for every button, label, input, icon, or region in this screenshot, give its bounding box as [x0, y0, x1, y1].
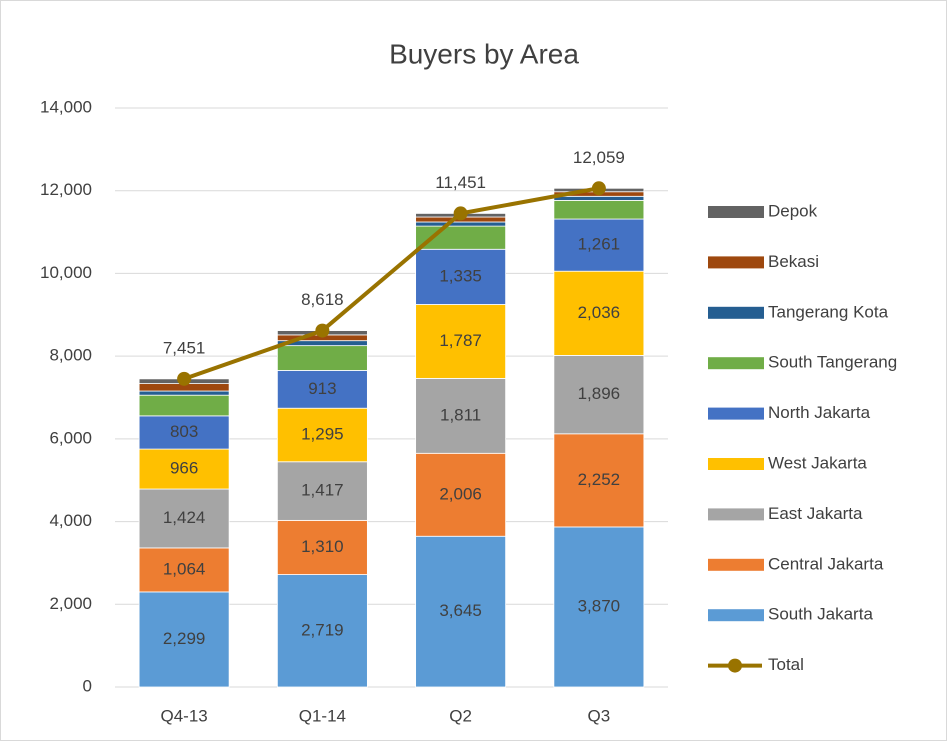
bar-segment: [415, 248, 507, 305]
y-tick-label: 2,000: [49, 594, 92, 613]
legend-swatch: [708, 256, 764, 269]
data-label: 1,295: [301, 424, 344, 443]
legend-label: North Jakarta: [768, 403, 871, 422]
legend-swatch: [708, 609, 764, 622]
legend-label: Central Jakarta: [768, 554, 884, 573]
bar-segment: [415, 377, 507, 454]
data-label: 913: [308, 379, 336, 398]
bar-segment: [138, 390, 230, 396]
chart-title: Buyers by Area: [389, 38, 579, 69]
legend-label: Tangerang Kota: [768, 302, 889, 321]
data-label: 11,451: [435, 173, 486, 192]
bar-segment: [138, 448, 230, 490]
data-label: 3,645: [439, 601, 482, 620]
legend-label: West Jakarta: [768, 453, 867, 472]
total-marker: [591, 181, 606, 196]
legend-label: Depok: [768, 201, 818, 220]
bar-segment: [276, 370, 368, 409]
legend-marker: [728, 658, 742, 673]
bar-segment: [553, 354, 645, 435]
bar-segment: [415, 452, 507, 537]
data-label: 1,310: [301, 537, 344, 556]
data-label: 1,335: [439, 266, 482, 285]
bar-segment: [553, 433, 645, 528]
bar-segment: [415, 221, 507, 227]
data-label: 2,252: [578, 470, 621, 489]
bar-segment: [415, 304, 507, 379]
bar-segment: [415, 535, 507, 688]
bar-segment: [276, 574, 368, 688]
legend-swatch: [708, 407, 764, 420]
total-line: [183, 186, 600, 381]
legend-swatch: [708, 558, 764, 571]
data-label: 2,299: [163, 629, 206, 648]
bar-segment: [553, 526, 645, 688]
data-label: 2,719: [301, 620, 344, 639]
y-tick-label: 0: [83, 676, 92, 695]
bar-segment: [138, 488, 230, 549]
data-label: 1,261: [578, 235, 621, 254]
legend-label: Bekasi: [768, 252, 819, 271]
total-marker: [453, 206, 468, 221]
bar-segment: [553, 218, 645, 272]
legend-label: Total: [768, 655, 804, 674]
data-label: 803: [170, 422, 198, 441]
bar-segment: [138, 591, 230, 688]
y-tick-label: 12,000: [40, 180, 92, 199]
data-label: 12,059: [573, 148, 625, 167]
bar-segment: [276, 345, 368, 371]
data-label: 966: [170, 459, 198, 478]
bar-segment: [138, 394, 230, 417]
legend-swatch: [708, 508, 764, 521]
legend-swatch: [708, 306, 764, 319]
x-tick-label: Q2: [449, 706, 472, 725]
y-tick-label: 10,000: [40, 263, 92, 282]
y-tick-label: 4,000: [49, 511, 92, 530]
y-tick-label: 8,000: [49, 346, 92, 365]
data-label: 2,006: [439, 484, 482, 503]
bar-segment: [553, 200, 645, 220]
data-label: 7,451: [163, 338, 206, 357]
y-tick-label: 14,000: [40, 97, 92, 116]
data-label: 1,896: [578, 384, 621, 403]
total-marker: [315, 323, 330, 338]
data-label: 1,064: [163, 559, 206, 578]
legend-swatch: [708, 357, 764, 370]
legend-label: South Jakarta: [768, 605, 873, 624]
legend-label: East Jakarta: [768, 504, 863, 523]
bar-segment: [276, 461, 368, 521]
x-tick-label: Q1-14: [299, 706, 346, 725]
data-label: 1,417: [301, 481, 344, 500]
bar-segment: [553, 195, 645, 201]
data-label: 2,036: [578, 303, 621, 322]
data-label: 1,811: [440, 405, 481, 424]
x-tick-label: Q3: [588, 706, 611, 725]
bar-segment: [553, 270, 645, 356]
legend-swatch: [708, 458, 764, 470]
data-label: 1,424: [163, 508, 206, 527]
data-label: 1,787: [439, 331, 482, 350]
legend-label: South Tangerang: [768, 353, 897, 372]
data-label: 3,870: [578, 596, 621, 615]
total-marker: [177, 371, 192, 386]
data-label: 8,618: [301, 290, 344, 309]
bar-segment: [276, 407, 368, 463]
x-tick-label: Q4-13: [161, 706, 208, 725]
bar-segment: [138, 547, 230, 593]
y-tick-label: 6,000: [49, 428, 92, 447]
bar-segment: [276, 519, 368, 575]
legend-swatch: [708, 206, 764, 218]
